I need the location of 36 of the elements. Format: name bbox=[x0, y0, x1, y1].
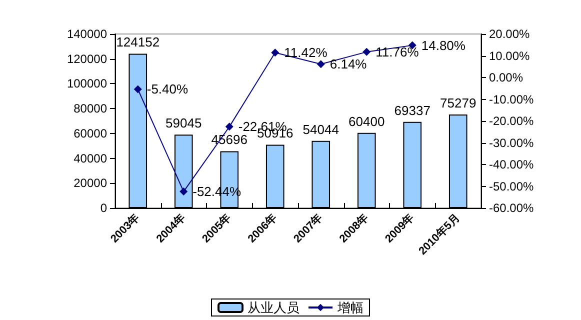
point bbox=[180, 188, 188, 196]
data-label: 124152 bbox=[116, 34, 160, 50]
y2-tick-label: -40.00% bbox=[489, 158, 534, 172]
point bbox=[225, 122, 234, 131]
y2-tick-label: -30.00% bbox=[489, 136, 534, 150]
data-label: 75279 bbox=[440, 95, 476, 110]
data-label: 11.76% bbox=[376, 44, 420, 60]
data-label: 6.14% bbox=[330, 56, 368, 72]
y-tick-label: 20000 bbox=[74, 176, 108, 190]
data-label: 14.80% bbox=[421, 38, 466, 53]
y-tick-label: 80000 bbox=[74, 102, 108, 116]
y2-tick-label: -60.00% bbox=[489, 201, 534, 215]
y2-tick-label: -20.00% bbox=[489, 114, 534, 128]
legend-label: 增幅 bbox=[336, 300, 364, 315]
y2-tick-label: 20.00% bbox=[489, 27, 530, 41]
point bbox=[134, 85, 142, 94]
point bbox=[362, 48, 371, 56]
y-tick-label: 100000 bbox=[66, 76, 108, 91]
data-label: 54044 bbox=[302, 122, 339, 137]
y-tick-label: 120000 bbox=[66, 52, 108, 66]
point bbox=[271, 48, 280, 57]
y-tick-label: 40000 bbox=[74, 151, 108, 166]
legend-label: 从业人员 bbox=[248, 300, 300, 315]
data-label: 69337 bbox=[394, 102, 430, 118]
y-tick-label: 60000 bbox=[74, 126, 108, 140]
point bbox=[316, 60, 325, 68]
y-tick-label: 0 bbox=[100, 201, 108, 215]
data-label: -5.40% bbox=[146, 82, 189, 97]
data-label: 59045 bbox=[166, 116, 202, 131]
y2-tick-label: -10.00% bbox=[489, 92, 534, 106]
y2-tick-label: -50.00% bbox=[489, 179, 534, 194]
data-label: 60400 bbox=[348, 114, 385, 129]
y2-tick-label: 10.00% bbox=[489, 48, 530, 63]
y-tick-label: 140000 bbox=[66, 27, 108, 41]
data-label: 11.42% bbox=[284, 45, 328, 60]
y2-tick-label: 0.00% bbox=[489, 70, 524, 84]
